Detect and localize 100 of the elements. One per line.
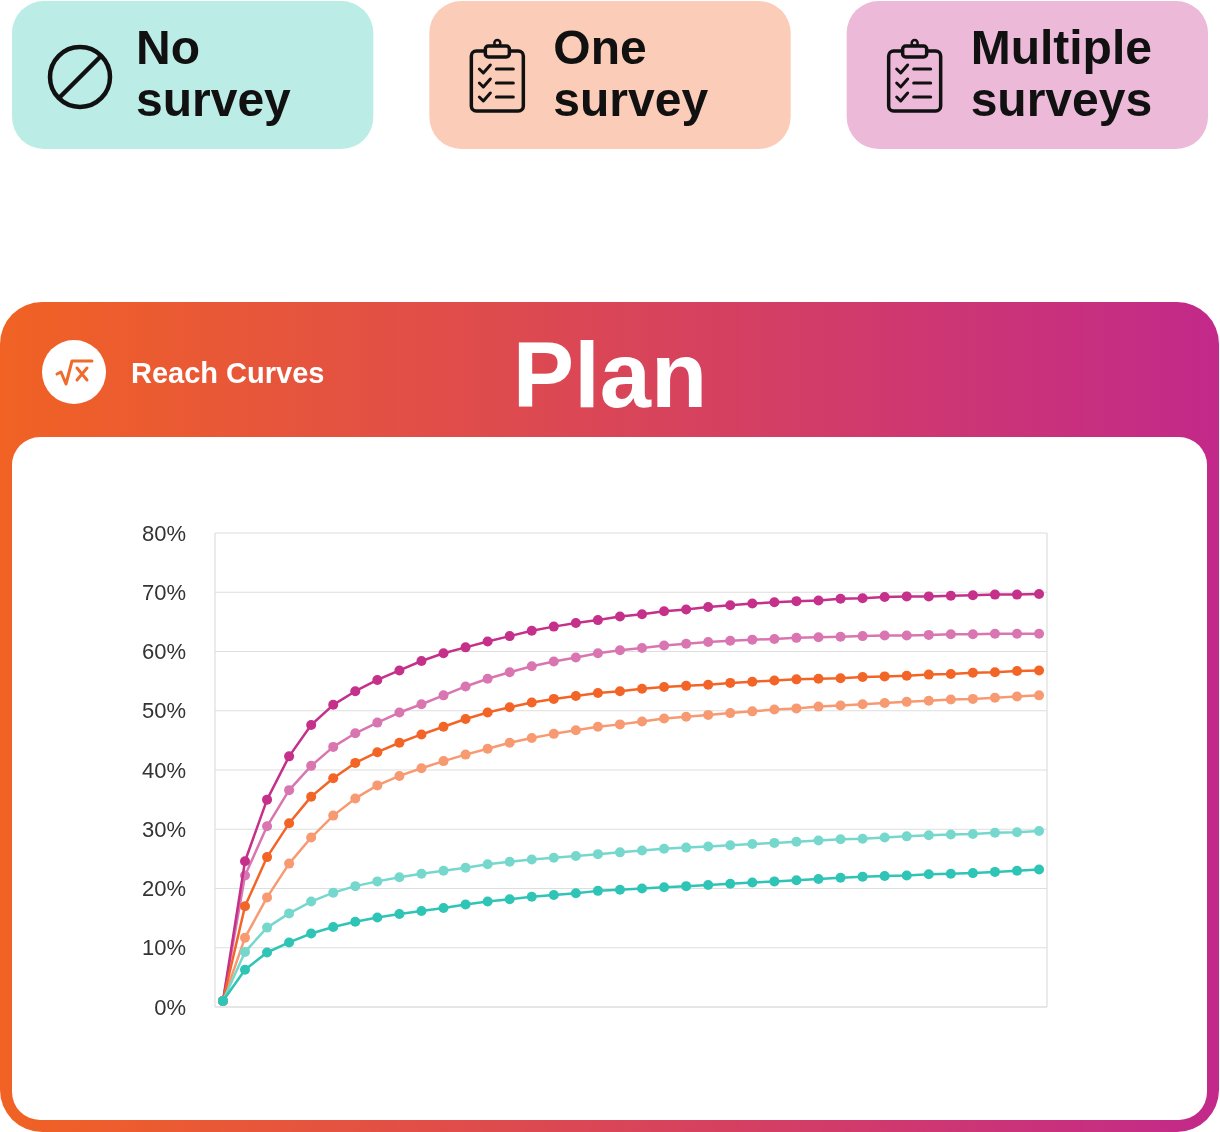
point <box>637 845 648 856</box>
point <box>923 830 934 841</box>
text: Multiple surveys <box>970 21 1153 126</box>
point <box>945 829 956 840</box>
point <box>857 631 868 642</box>
point <box>306 760 317 771</box>
point <box>901 870 912 881</box>
point <box>747 839 758 850</box>
point <box>923 695 934 706</box>
point <box>1012 691 1022 702</box>
point <box>570 850 581 861</box>
y-tick-label: 60% <box>141 639 186 665</box>
point <box>526 661 537 672</box>
point <box>923 669 934 680</box>
point <box>350 916 361 927</box>
point <box>284 818 295 829</box>
point <box>614 847 625 858</box>
point <box>548 693 559 704</box>
point <box>989 692 1000 703</box>
point <box>482 859 493 870</box>
point <box>394 770 405 781</box>
point <box>1012 666 1022 677</box>
point <box>394 908 405 919</box>
point <box>570 652 581 663</box>
point <box>901 630 912 641</box>
point <box>725 635 736 646</box>
point <box>901 670 912 681</box>
point <box>989 628 1000 639</box>
point <box>967 667 978 678</box>
point <box>262 821 273 832</box>
point <box>923 869 934 880</box>
point <box>945 669 956 680</box>
point <box>967 629 978 640</box>
point <box>394 665 405 676</box>
point <box>482 896 493 907</box>
point <box>240 946 250 957</box>
point <box>967 693 978 704</box>
point <box>240 901 250 912</box>
point <box>306 928 317 939</box>
point <box>813 835 824 846</box>
point <box>614 686 625 697</box>
point <box>372 674 383 685</box>
point <box>769 704 780 715</box>
point <box>659 843 670 854</box>
point <box>526 625 537 636</box>
point <box>460 714 471 725</box>
point <box>394 872 405 883</box>
point <box>681 638 692 649</box>
y-tick-label: 40% <box>141 757 186 783</box>
point <box>438 756 449 767</box>
point <box>416 729 427 740</box>
point <box>879 832 890 843</box>
point <box>460 899 471 910</box>
y-tick-label: 70% <box>141 579 186 605</box>
point <box>725 600 736 611</box>
point <box>769 675 780 686</box>
point <box>328 773 339 784</box>
point <box>614 719 625 730</box>
point <box>328 922 339 933</box>
point <box>989 589 1000 600</box>
y-tick-label: 30% <box>141 816 186 842</box>
point <box>416 763 427 774</box>
point <box>923 629 934 640</box>
point <box>637 609 648 620</box>
point <box>813 595 824 606</box>
point <box>416 699 427 710</box>
point <box>372 912 383 923</box>
point <box>460 862 471 873</box>
point <box>703 602 714 613</box>
point <box>747 877 758 888</box>
point <box>460 681 471 692</box>
point <box>240 932 250 943</box>
point <box>681 842 692 853</box>
point <box>240 856 250 867</box>
point <box>548 656 559 667</box>
point <box>416 868 427 879</box>
point <box>945 590 956 601</box>
point <box>438 690 449 701</box>
point <box>659 882 670 893</box>
point <box>813 673 824 684</box>
point <box>857 833 868 844</box>
point <box>570 690 581 701</box>
point <box>879 630 890 641</box>
point <box>592 648 603 659</box>
y-tick-label: 80% <box>141 520 186 546</box>
point <box>284 751 295 762</box>
point <box>725 840 736 851</box>
point <box>989 827 1000 838</box>
point <box>328 741 339 752</box>
point <box>372 747 383 758</box>
point <box>350 793 361 804</box>
point <box>835 834 846 845</box>
point <box>570 725 581 736</box>
point <box>945 694 956 705</box>
point <box>703 879 714 890</box>
point <box>394 737 405 748</box>
point <box>659 606 670 617</box>
point <box>747 706 758 717</box>
point <box>504 631 515 642</box>
point <box>570 618 581 629</box>
